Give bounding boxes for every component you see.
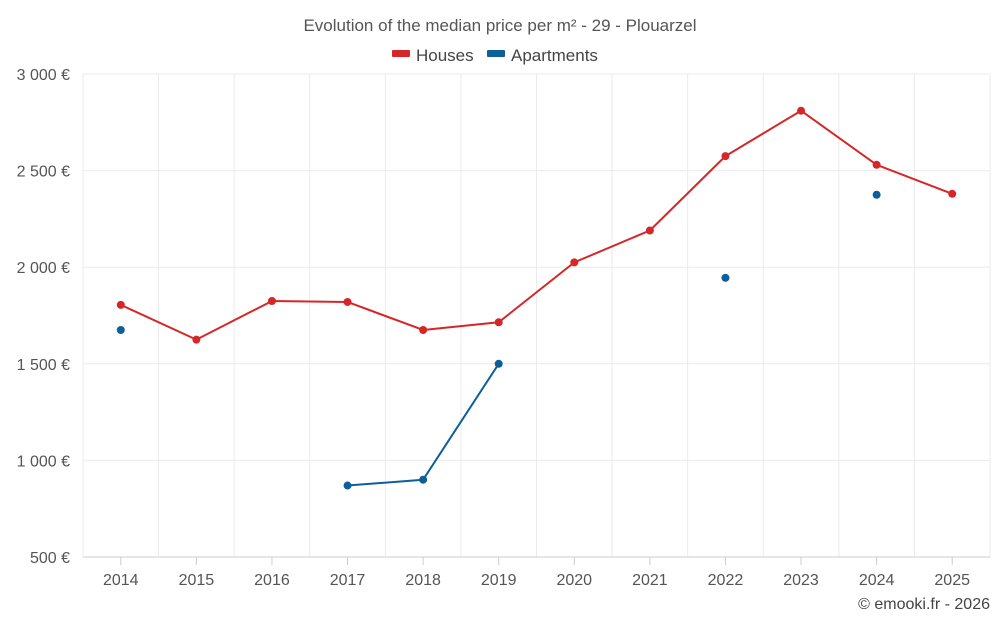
x-tick-label: 2018	[405, 572, 441, 589]
data-point-apartments-2019[interactable]	[494, 359, 503, 368]
legend-label-houses: Houses	[416, 46, 474, 65]
y-tick-label: 3 000 €	[17, 67, 70, 84]
y-tick-label: 1 500 €	[17, 357, 70, 374]
y-tick-label: 500 €	[30, 550, 70, 567]
chart-title: Evolution of the median price per m² - 2…	[303, 16, 696, 35]
data-point-apartments-2022[interactable]	[721, 273, 730, 282]
x-tick-label: 2022	[708, 572, 744, 589]
x-tick-label: 2025	[934, 572, 970, 589]
grid	[82, 73, 991, 557]
x-tick-label: 2014	[103, 572, 139, 589]
x-tick-label: 2017	[330, 572, 366, 589]
data-point-houses-2025[interactable]	[948, 189, 957, 198]
data-point-apartments-2024[interactable]	[872, 190, 881, 199]
y-tick-label: 2 000 €	[17, 260, 70, 277]
data-point-houses-2023[interactable]	[797, 106, 806, 115]
x-axis: 2014 2015 2016 2017 2018 2019 2020 2021 2022 2023…	[83, 556, 990, 589]
x-tick-label: 2021	[632, 572, 668, 589]
series-line-houses	[120, 109, 953, 341]
x-tick-label: 2019	[481, 572, 517, 589]
data-point-houses-2017[interactable]	[343, 297, 352, 306]
x-tick-label: 2020	[556, 572, 592, 589]
series-line-apartments	[347, 363, 500, 487]
legend-item-houses[interactable]: Houses	[392, 46, 474, 65]
data-point-houses-2015[interactable]	[192, 335, 201, 344]
data-point-houses-2016[interactable]	[267, 297, 276, 306]
x-tick-label: 2024	[859, 572, 895, 589]
data-point-apartments-2017[interactable]	[343, 481, 352, 490]
legend-item-apartments[interactable]: Apartments	[487, 46, 598, 65]
data-point-houses-2024[interactable]	[872, 160, 881, 169]
data-point-houses-2022[interactable]	[721, 152, 730, 161]
y-tick-label: 2 500 €	[17, 164, 70, 181]
data-point-houses-2021[interactable]	[645, 226, 654, 235]
data-point-houses-2020[interactable]	[570, 258, 579, 267]
x-tick-label: 2016	[254, 572, 290, 589]
series-layer	[116, 106, 957, 490]
credit: © emooki.fr - 2026	[858, 596, 990, 613]
data-point-houses-2018[interactable]	[419, 325, 428, 334]
legend-label-apartments: Apartments	[511, 46, 598, 65]
data-point-houses-2014[interactable]	[116, 300, 125, 309]
y-tick-label: 1 000 €	[17, 453, 70, 470]
x-tick-label: 2023	[783, 572, 819, 589]
legend: Houses Apartments	[392, 46, 598, 65]
data-point-houses-2019[interactable]	[494, 318, 503, 327]
x-tick-label: 2015	[179, 572, 215, 589]
data-point-apartments-2014[interactable]	[116, 325, 125, 334]
legend-swatch-houses	[392, 50, 410, 57]
y-axis: 500 € 1 000 € 1 500 € 2 000 € 2 500 € 3 000 €	[17, 67, 70, 567]
data-point-apartments-2018[interactable]	[419, 475, 428, 484]
legend-swatch-apartments	[487, 50, 505, 57]
